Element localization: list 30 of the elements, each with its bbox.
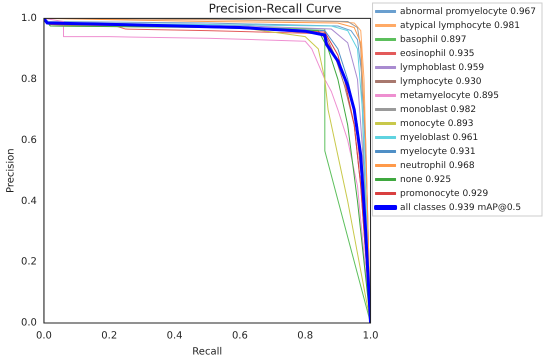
legend-label: none 0.925 — [400, 174, 452, 185]
legend-label: myeloblast 0.961 — [400, 132, 478, 143]
y-tick-label: 0.6 — [20, 134, 37, 146]
legend-label: monocyte 0.893 — [400, 118, 474, 129]
x-tick-label: 0.0 — [36, 330, 52, 342]
y-axis-title: Precision — [6, 148, 17, 194]
legend-label: eosinophil 0.935 — [400, 48, 475, 59]
x-tick-label: 0.2 — [101, 330, 118, 342]
x-axis-title: Recall — [192, 346, 222, 358]
legend-label: all classes 0.939 mAP@0.5 — [400, 202, 522, 213]
x-tick-label: 0.4 — [166, 330, 183, 342]
legend-label: neutrophil 0.968 — [400, 160, 475, 171]
y-tick-label: 0.2 — [20, 256, 37, 268]
legend-label: atypical lymphocyte 0.981 — [400, 20, 520, 31]
y-tick-label: 0.4 — [20, 196, 37, 207]
legend-label: myelocyte 0.931 — [400, 146, 476, 157]
legend-label: promonocyte 0.929 — [400, 188, 488, 199]
y-tick-label: 1.0 — [20, 12, 37, 24]
x-tick-label: 0.6 — [232, 330, 248, 342]
chart-title: Precision-Recall Curve — [208, 1, 342, 16]
legend-label: abnormal promyelocyte 0.967 — [400, 6, 536, 17]
legend-label: lymphoblast 0.959 — [400, 62, 484, 73]
y-tick-label: 0.0 — [20, 318, 37, 329]
x-tick-label: 1.0 — [362, 330, 379, 342]
y-tick-label: 0.8 — [20, 74, 37, 85]
legend-label: lymphocyte 0.930 — [400, 76, 482, 87]
legend-label: metamyelocyte 0.895 — [400, 90, 500, 101]
x-tick-label: 0.8 — [297, 330, 314, 342]
legend-label: basophil 0.897 — [400, 34, 467, 45]
legend-label: monoblast 0.982 — [400, 104, 476, 115]
